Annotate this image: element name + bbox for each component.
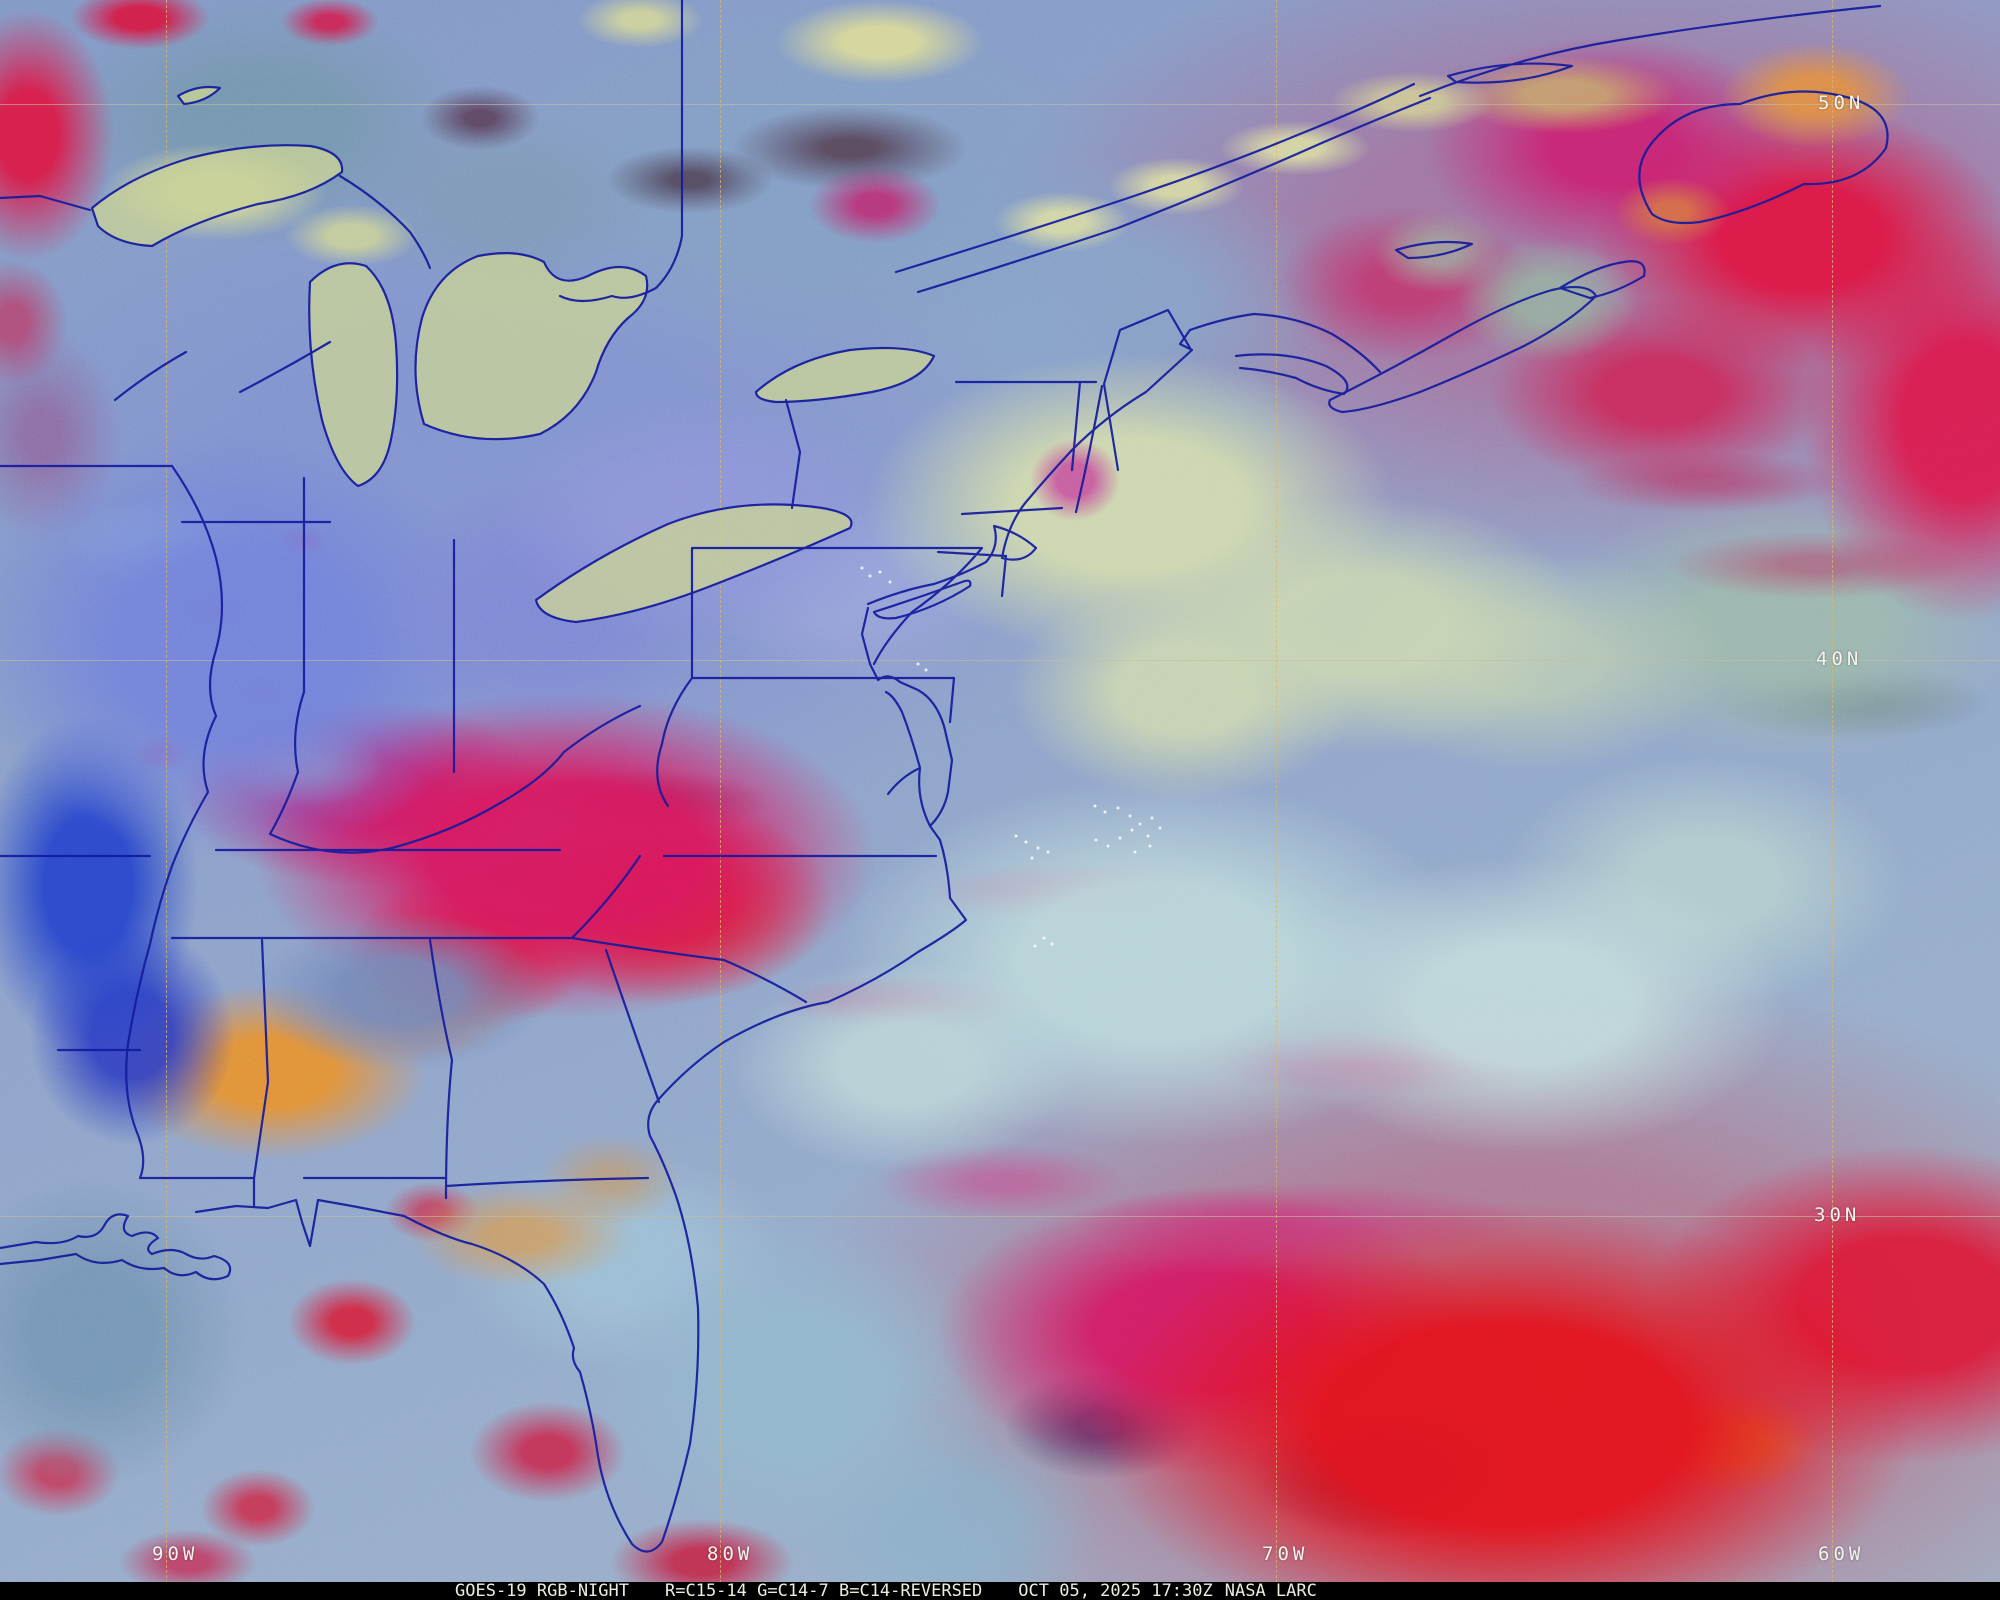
lat-label-30n: 30N <box>1814 1204 1861 1226</box>
lon-label-60w: 60W <box>1818 1543 1865 1565</box>
caption-datetime: OCT 05, 2025 17:30Z <box>1018 1581 1213 1600</box>
lat-label-40n: 40N <box>1816 648 1863 670</box>
lat-label-50n: 50N <box>1818 92 1865 114</box>
caption-credit: NASA LARC <box>1224 1581 1317 1600</box>
lon-label-70w: 70W <box>1262 1543 1309 1565</box>
caption-channels: R=C15-14 G=C14-7 B=C14-REVERSED <box>665 1581 983 1600</box>
caption-product: GOES-19 RGB-NIGHT <box>455 1581 629 1600</box>
caption-bar: GOES-19 RGB-NIGHT R=C15-14 G=C14-7 B=C14… <box>0 1582 2000 1600</box>
lon-label-90w: 90W <box>152 1543 199 1565</box>
lon-label-80w: 80W <box>707 1543 754 1565</box>
